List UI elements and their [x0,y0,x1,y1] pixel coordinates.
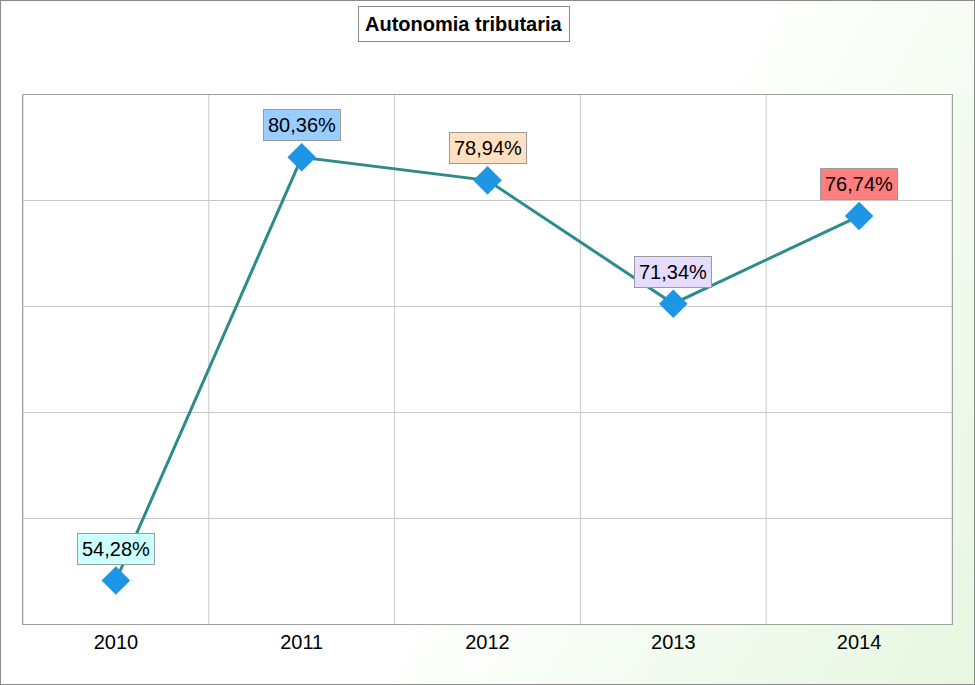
svg-text:71,34%: 71,34% [639,261,707,283]
svg-text:2012: 2012 [465,631,510,653]
svg-text:76,74%: 76,74% [825,173,893,195]
svg-text:Autonomia tributaria: Autonomia tributaria [365,13,563,35]
svg-text:54,28%: 54,28% [82,538,150,560]
svg-text:2014: 2014 [837,631,882,653]
svg-text:2011: 2011 [280,631,323,653]
svg-text:2010: 2010 [94,631,138,653]
svg-text:80,36%: 80,36% [268,114,336,136]
svg-text:2013: 2013 [651,631,696,653]
svg-text:78,94%: 78,94% [454,137,522,159]
